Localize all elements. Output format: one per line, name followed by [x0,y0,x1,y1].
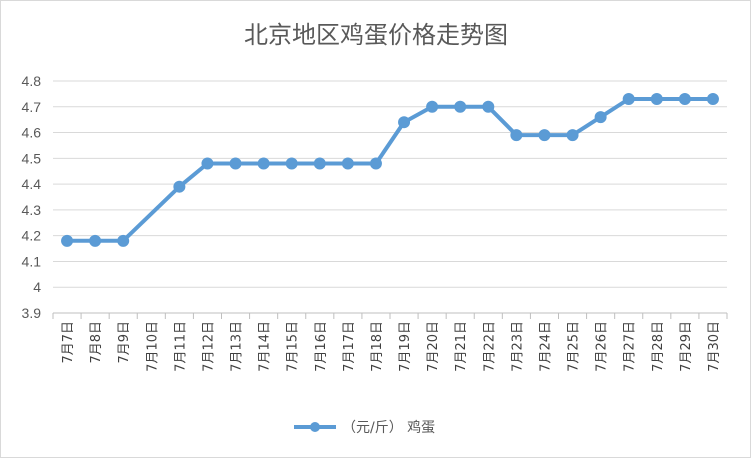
x-tick-label: 7月11日 [173,321,188,372]
y-tick-label: 3.9 [22,305,42,321]
x-axis-ticks: 7月7日 7月8日 7月9日 7月10日 7月11日 7月12日 7月13日 7月14日 7月1… [52,313,728,372]
y-tick-label: 4.2 [22,228,42,244]
chart-title: 北京地区鸡蛋价格走势图 [244,21,508,49]
x-tick-label: 7月8日 [89,321,104,364]
x-tick-label: 7月24日 [538,321,553,372]
data-point [566,129,579,142]
x-tick-label: 7月7日 [61,321,76,364]
gridlines [53,80,727,314]
data-point [594,111,607,124]
x-tick-label: 7月21日 [454,321,469,372]
data-point [706,93,719,106]
y-tick-label: 4.4 [22,176,42,192]
x-tick-label: 7月26日 [595,321,610,372]
y-tick-label: 4.8 [22,73,42,89]
data-point [201,157,214,170]
y-tick-label: 4.6 [22,125,42,141]
x-tick-label: 7月9日 [117,321,132,364]
data-point [510,129,523,142]
data-point [89,234,102,247]
series-line [61,93,719,247]
x-tick-label: 7月19日 [398,321,413,372]
x-tick-label: 7月18日 [370,321,385,372]
data-point [61,234,74,247]
data-point [341,157,354,170]
data-point [622,93,635,106]
x-tick-label: 7月17日 [342,321,357,372]
x-tick-label: 7月27日 [623,321,638,372]
x-tick-label: 7月20日 [426,321,441,372]
data-point [173,180,186,193]
legend-label: （元/斤） 鸡蛋 [342,419,435,436]
y-axis-ticks: 3.9 4 4.1 4.2 4.3 4.4 4.5 4.6 4.7 4.8 [22,73,42,321]
x-tick-label: 7月10日 [145,321,160,372]
data-point [482,100,495,113]
data-point [426,100,439,113]
x-tick-label: 7月13日 [230,321,245,372]
y-tick-label: 4.7 [22,99,42,115]
y-tick-label: 4.3 [22,202,42,218]
data-point [257,157,270,170]
x-tick-label: 7月29日 [679,321,694,372]
y-tick-label: 4.1 [22,253,42,269]
x-tick-label: 7月25日 [567,321,582,372]
x-tick-label: 7月12日 [201,321,216,372]
data-point [538,129,551,142]
data-point [650,93,663,106]
y-tick-label: 4 [33,279,41,295]
data-point [454,100,467,113]
x-tick-label: 7月28日 [651,321,666,372]
data-point [678,93,691,106]
x-tick-label: 7月23日 [510,321,525,372]
series-line-path [65,97,715,243]
data-point [229,157,242,170]
y-tick-label: 4.5 [22,150,42,166]
x-tick-label: 7月15日 [286,321,301,372]
x-tick-label: 7月22日 [482,321,497,372]
data-point [398,116,411,129]
data-point [313,157,326,170]
data-point [369,157,382,170]
x-tick-label: 7月30日 [707,321,722,372]
data-point [285,157,298,170]
data-point [117,234,130,247]
legend-marker-swatch [310,422,320,432]
legend: （元/斤） 鸡蛋 [294,419,435,436]
x-tick-label: 7月14日 [258,321,273,372]
x-tick-label: 7月16日 [314,321,329,372]
